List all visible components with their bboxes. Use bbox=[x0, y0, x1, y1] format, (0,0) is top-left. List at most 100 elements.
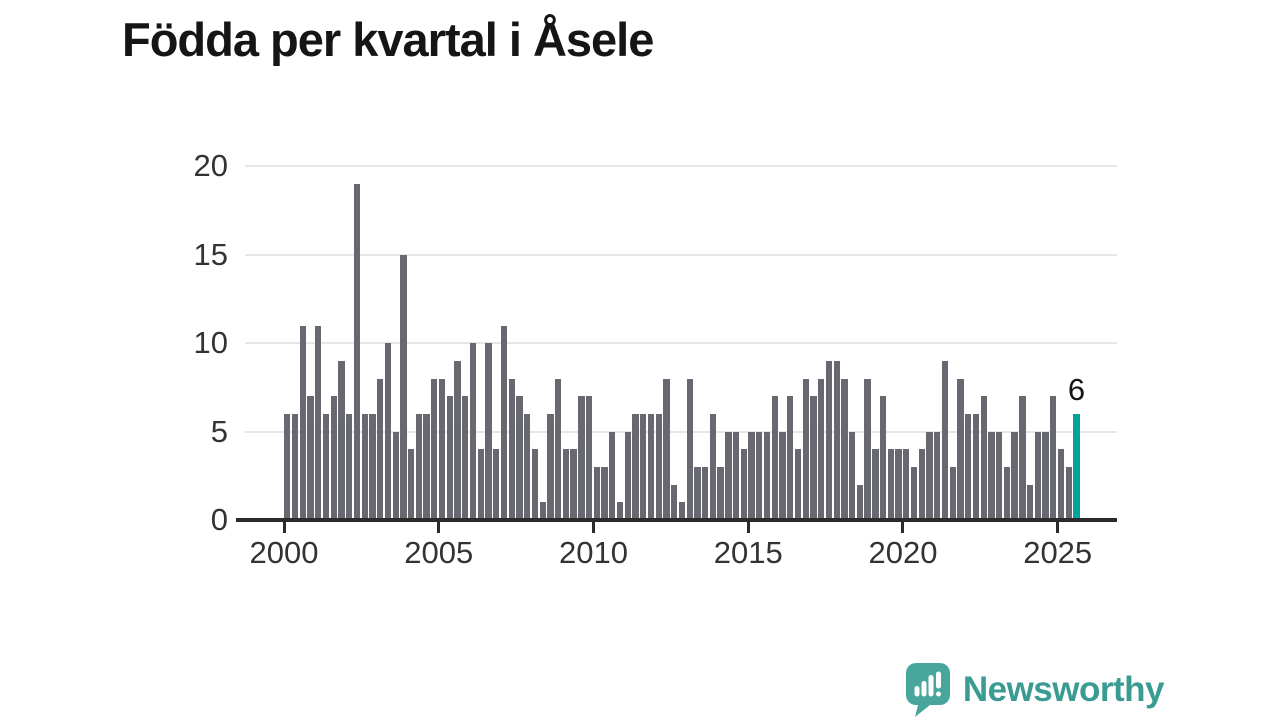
bar-2011-q2 bbox=[632, 413, 639, 520]
bar-2010-q1 bbox=[593, 466, 600, 520]
x-axis-tick-2025 bbox=[1056, 522, 1060, 533]
bar-2010-q2 bbox=[601, 466, 608, 520]
bar-2013-q1 bbox=[686, 378, 693, 520]
bar-2002-q1 bbox=[346, 413, 353, 520]
bar-2005-q4 bbox=[462, 396, 469, 520]
bar-2004-q2 bbox=[415, 413, 423, 520]
bar-2000-q3 bbox=[299, 325, 306, 520]
bar-2021-q1 bbox=[934, 431, 941, 520]
bar-2023-q1 bbox=[996, 431, 1003, 520]
bar-2009-q4 bbox=[585, 396, 593, 520]
gridline-y-20 bbox=[245, 165, 1117, 168]
bar-2008-q2 bbox=[539, 502, 546, 520]
bar-2005-q1 bbox=[438, 378, 446, 520]
bar-2007-q2 bbox=[508, 378, 515, 520]
bar-2003-q2 bbox=[384, 343, 392, 520]
bar-2014-q2 bbox=[725, 431, 732, 520]
gridline-y-5 bbox=[245, 430, 1117, 433]
bar-2022-q4 bbox=[988, 431, 995, 520]
bar-2025-q2 bbox=[1065, 466, 1072, 520]
x-axis-label-2020: 2020 bbox=[868, 535, 938, 570]
bar-2003-q3 bbox=[392, 431, 399, 520]
bar-2023-q2 bbox=[1003, 466, 1011, 520]
bar-2007-q3 bbox=[516, 396, 523, 520]
x-axis-label-2015: 2015 bbox=[713, 535, 783, 570]
bar-2019-q3 bbox=[887, 449, 894, 520]
bar-2020-q3 bbox=[918, 449, 925, 520]
bar-2004-q3 bbox=[423, 413, 430, 520]
bar-2014-q4 bbox=[740, 449, 747, 520]
bar-2015-q4 bbox=[771, 396, 778, 520]
newsworthy-logo-text: Newsworthy bbox=[962, 670, 1165, 709]
chart-title: Födda per kvartal i Åsele bbox=[122, 13, 654, 66]
bar-2003-q1 bbox=[377, 378, 384, 520]
bar-2020-q4 bbox=[926, 431, 933, 520]
bar-2024-q1 bbox=[1026, 484, 1034, 520]
bar-2020-q2 bbox=[910, 466, 918, 520]
x-axis-label-2000: 2000 bbox=[249, 535, 319, 570]
bar-2010-q3 bbox=[609, 431, 616, 520]
gridline-y-15 bbox=[245, 253, 1117, 256]
x-axis-tick-2015 bbox=[746, 522, 750, 533]
bar-2012-q2 bbox=[663, 378, 670, 520]
bar-2002-q2 bbox=[353, 184, 361, 520]
bar-2020-q1 bbox=[903, 449, 910, 520]
bar-2003-q4 bbox=[400, 254, 407, 520]
bar-2000-q1 bbox=[284, 413, 291, 520]
bar-2001-q2 bbox=[322, 413, 330, 520]
bar-2022-q3 bbox=[980, 396, 987, 520]
bar-2009-q1 bbox=[562, 449, 570, 520]
bar-2021-q2 bbox=[941, 360, 949, 520]
x-axis-label-2025: 2025 bbox=[1023, 535, 1093, 570]
bar-2010-q4 bbox=[616, 502, 624, 520]
bar-2017-q4 bbox=[833, 360, 840, 520]
bar-2016-q1 bbox=[779, 431, 786, 520]
y-axis-label-10: 10 bbox=[193, 325, 228, 361]
bar-2009-q3 bbox=[578, 396, 585, 520]
bar-2016-q3 bbox=[794, 449, 802, 520]
bar-2024-q2 bbox=[1034, 431, 1041, 520]
bar-2018-q4 bbox=[864, 378, 871, 520]
bar-2016-q2 bbox=[787, 396, 794, 520]
bar-2000-q4 bbox=[307, 396, 314, 520]
bar-2017-q2 bbox=[818, 378, 825, 520]
x-axis-tick-2010 bbox=[591, 522, 595, 533]
bar-2005-q2 bbox=[446, 396, 453, 520]
bar-2024-q3 bbox=[1042, 431, 1049, 520]
bar-2001-q3 bbox=[330, 396, 337, 520]
newsworthy-logo-icon bbox=[905, 663, 950, 717]
bar-2022-q2 bbox=[972, 413, 980, 520]
bar-2018-q3 bbox=[856, 484, 864, 520]
x-axis-label-2010: 2010 bbox=[558, 535, 628, 570]
y-axis-label-20: 20 bbox=[193, 148, 228, 184]
bar-2017-q3 bbox=[825, 360, 833, 520]
bar-2013-q2 bbox=[694, 466, 701, 520]
bar-2002-q4 bbox=[369, 413, 376, 520]
y-axis-label-15: 15 bbox=[193, 236, 228, 272]
bar-2002-q3 bbox=[361, 413, 368, 520]
bar-2018-q2 bbox=[849, 431, 856, 520]
bar-2013-q3 bbox=[701, 466, 709, 520]
x-axis-line bbox=[236, 518, 1117, 522]
bar-2007-q4 bbox=[524, 413, 531, 520]
bar-2006-q3 bbox=[485, 343, 492, 520]
bar-2006-q1 bbox=[469, 343, 477, 520]
newsworthy-logo: Newsworthy bbox=[905, 663, 1165, 717]
x-axis-tick-2005 bbox=[437, 522, 441, 533]
bar-2000-q2 bbox=[291, 413, 299, 520]
bar-2019-q2 bbox=[879, 396, 887, 520]
bar-2011-q1 bbox=[624, 431, 631, 520]
y-axis-label-5: 5 bbox=[210, 413, 228, 449]
bar-2001-q1 bbox=[315, 325, 322, 520]
x-axis-tick-2020 bbox=[901, 522, 905, 533]
bar-2016-q4 bbox=[802, 378, 809, 520]
gridline-y-10 bbox=[245, 342, 1117, 345]
bar-2017-q1 bbox=[810, 396, 817, 520]
bar-2021-q4 bbox=[957, 378, 964, 520]
bar-2009-q2 bbox=[570, 449, 577, 520]
bar-2005-q3 bbox=[454, 360, 461, 520]
bar-2012-q1 bbox=[655, 413, 662, 520]
bar-2014-q1 bbox=[717, 466, 724, 520]
bar-2013-q4 bbox=[709, 413, 717, 520]
